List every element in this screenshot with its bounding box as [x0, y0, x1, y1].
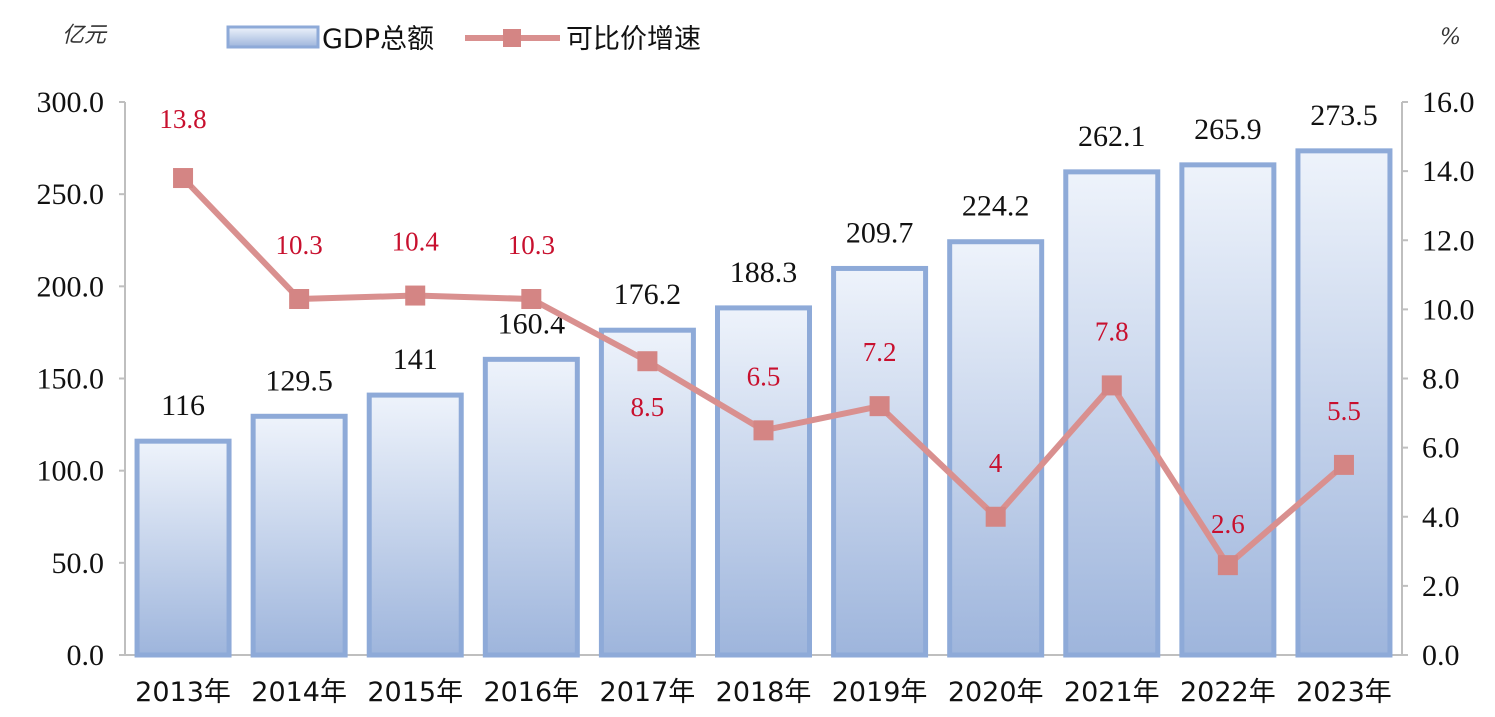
left-tick-label: 100.0	[37, 455, 105, 488]
gdp-bar	[715, 305, 812, 658]
x-tick-label: 2016年	[483, 677, 579, 708]
legend: GDP总额 可比价增速	[226, 24, 701, 55]
growth-marker	[1333, 454, 1354, 475]
bar-labels: 116129.5141160.4176.2188.3209.7224.2262.…	[161, 99, 1378, 422]
x-tick-label: 2020年	[948, 677, 1044, 708]
gdp-bar-label: 224.2	[962, 190, 1030, 223]
growth-label: 7.8	[1095, 316, 1129, 346]
gdp-bar-label: 265.9	[1194, 113, 1262, 146]
legend-line-marker	[503, 29, 521, 47]
gdp-bar	[1063, 169, 1161, 658]
gdp-bar-label: 188.3	[730, 256, 798, 289]
growth-labels: 13.8 10.3 10.4 10.3 8.5 6.5 7.2 4 7.8 2.6 5.5	[159, 104, 1360, 539]
left-axis-ticks: 0.0 50.0 100.0 150.0 200.0 250.0 300.0	[37, 86, 125, 672]
left-tick-label: 150.0	[37, 363, 105, 396]
x-tick-label: 2021年	[1064, 677, 1160, 708]
gdp-bar	[250, 413, 348, 658]
gdp-bar	[947, 239, 1045, 658]
gdp-bar-label: 116	[161, 389, 205, 422]
gdp-bar-label: 209.7	[846, 216, 914, 249]
gdp-bar	[1179, 162, 1277, 658]
left-axis-unit: 亿元	[62, 23, 108, 48]
right-tick-label: 6.0	[1422, 432, 1460, 465]
x-tick-label: 2023年	[1296, 677, 1392, 708]
growth-label: 10.3	[508, 230, 555, 260]
right-tick-label: 4.0	[1422, 501, 1460, 534]
left-tick-label: 50.0	[52, 547, 105, 580]
legend-line-label: 可比价增速	[566, 24, 701, 55]
gdp-bar-label: 176.2	[614, 278, 682, 311]
right-tick-label: 8.0	[1422, 363, 1460, 396]
gdp-bar	[831, 265, 929, 658]
right-tick-label: 10.0	[1422, 293, 1475, 326]
x-tick-label: 2017年	[600, 677, 696, 708]
right-tick-label: 2.0	[1422, 570, 1460, 603]
gdp-bar	[1295, 148, 1393, 658]
x-tick-label: 2014年	[251, 677, 347, 708]
x-tick-label: 2013年	[135, 677, 231, 708]
growth-marker	[521, 289, 542, 310]
bars	[134, 148, 1393, 658]
gdp-bar	[598, 327, 696, 658]
growth-marker	[173, 168, 194, 189]
gdp-bar	[482, 356, 580, 658]
growth-marker	[753, 420, 774, 441]
x-tick-label: 2015年	[367, 677, 463, 708]
x-axis-ticks: 2013年 2014年 2015年 2016年 2017年 2018年 2019年 2020年…	[135, 677, 1392, 708]
right-axis-unit: %	[1440, 25, 1461, 50]
gdp-bar-label: 141	[393, 343, 438, 376]
growth-label: 7.2	[863, 337, 897, 367]
growth-label: 2.6	[1211, 509, 1245, 539]
left-tick-label: 0.0	[67, 639, 105, 672]
growth-label: 8.5	[631, 392, 665, 422]
x-tick-label: 2018年	[716, 677, 812, 708]
right-tick-label: 12.0	[1422, 224, 1475, 257]
growth-marker	[405, 285, 426, 306]
growth-label: 6.5	[747, 361, 781, 391]
growth-label: 13.8	[159, 104, 206, 134]
gdp-bar-label: 273.5	[1310, 99, 1378, 132]
gdp-bar	[366, 392, 464, 658]
growth-marker	[869, 396, 890, 417]
growth-label: 5.5	[1327, 396, 1361, 426]
growth-marker	[985, 506, 1006, 527]
growth-label: 10.4	[392, 227, 440, 257]
growth-label: 10.3	[276, 230, 323, 260]
x-tick-label: 2022年	[1180, 677, 1276, 708]
right-tick-label: 0.0	[1422, 639, 1460, 672]
right-axis-ticks: 0.0 2.0 4.0 6.0 8.0 10.0 12.0 14.0 16.0	[1402, 86, 1475, 672]
right-tick-label: 14.0	[1422, 155, 1475, 188]
left-tick-label: 200.0	[37, 270, 105, 303]
legend-bar-swatch	[226, 25, 320, 49]
growth-marker	[1101, 375, 1122, 396]
growth-marker	[637, 351, 658, 372]
gdp-bar-label: 129.5	[265, 364, 333, 397]
right-tick-label: 16.0	[1422, 86, 1475, 119]
left-tick-label: 250.0	[37, 178, 105, 211]
growth-line-layer	[173, 168, 1354, 576]
growth-marker	[289, 289, 310, 310]
growth-label: 4	[989, 448, 1003, 478]
gdp-bar-label: 262.1	[1078, 120, 1146, 153]
x-tick-label: 2019年	[832, 677, 928, 708]
legend-bar-label: GDP总额	[322, 24, 434, 55]
gdp-bar	[134, 438, 232, 658]
left-tick-label: 300.0	[37, 86, 105, 119]
growth-marker	[1217, 555, 1238, 576]
